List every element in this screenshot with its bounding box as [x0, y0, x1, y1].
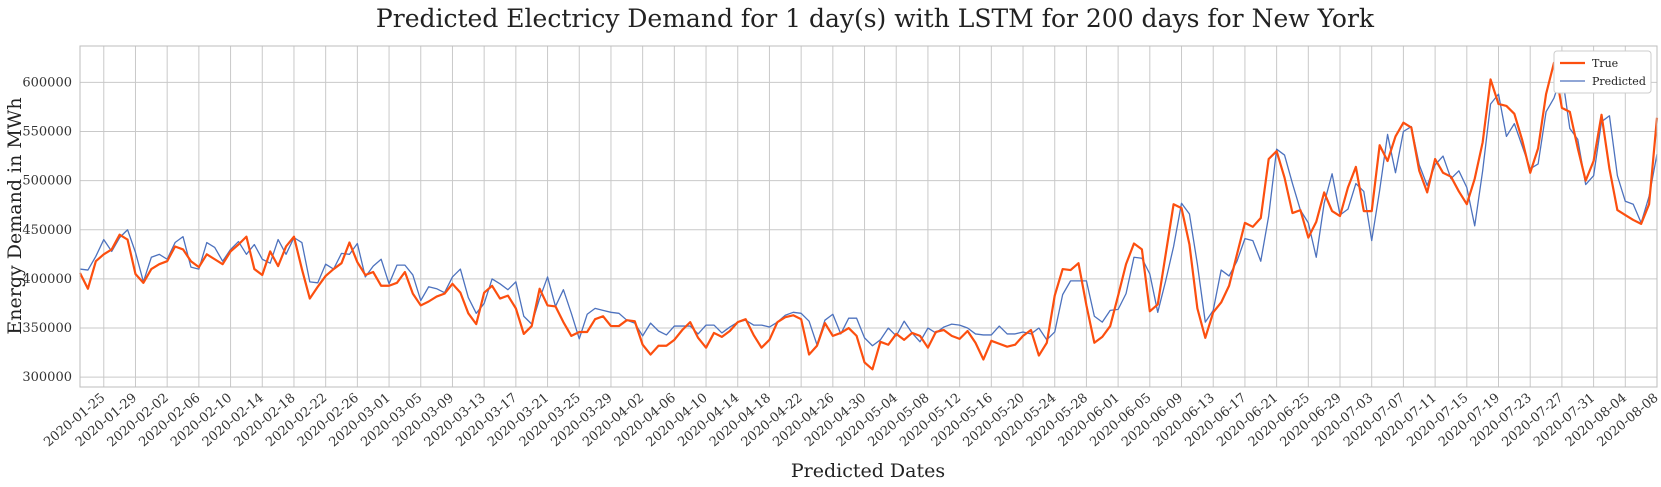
- y-axis-ticks: 300000 350000 400000 450000 500000 550000 6000…: [22, 75, 72, 385]
- y-tick-label: 450000: [22, 223, 72, 238]
- y-tick-label: 400000: [22, 272, 72, 287]
- x-axis-ticks: 2020-01-252020-01-292020-02-022020-02-06…: [41, 391, 1661, 451]
- legend-label-true: True: [1592, 57, 1618, 70]
- plot-frame: [79, 45, 1658, 388]
- grid: [80, 46, 1658, 387]
- y-tick-label: 550000: [22, 124, 72, 139]
- y-axis-label: Energy Demand in MWh: [4, 97, 26, 334]
- legend-box: [1553, 50, 1652, 94]
- series-lines: [79, 61, 1659, 371]
- y-tick-label: 500000: [22, 174, 72, 189]
- y-tick-label: 300000: [22, 370, 72, 385]
- series-line-predicted: [79, 72, 1658, 347]
- chart-title: Predicted Electricy Demand for 1 day(s) …: [376, 4, 1375, 33]
- y-tick-label: 600000: [22, 75, 72, 90]
- x-axis-label: Predicted Dates: [791, 460, 945, 482]
- legend-label-predicted: Predicted: [1592, 75, 1646, 88]
- series-line-true: [79, 61, 1659, 371]
- y-tick-label: 350000: [22, 321, 72, 336]
- legend: True Predicted: [1553, 50, 1652, 94]
